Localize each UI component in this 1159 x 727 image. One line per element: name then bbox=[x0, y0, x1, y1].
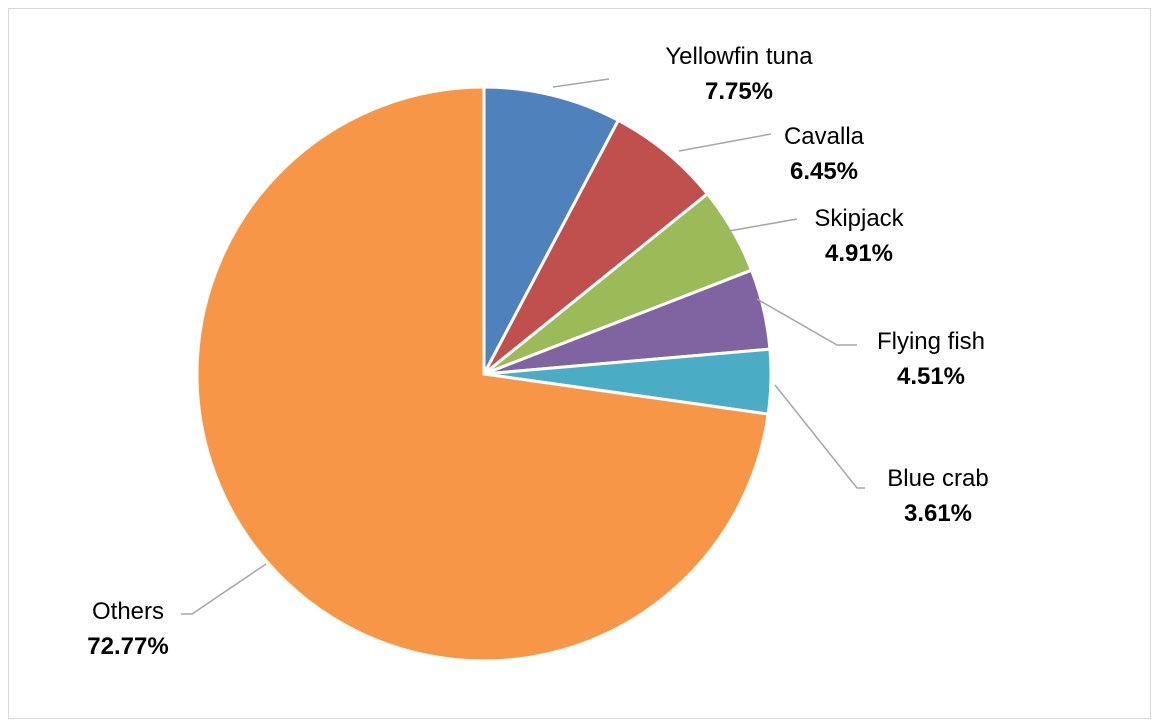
slice-category-label: Yellowfin tuna bbox=[665, 43, 813, 70]
leader-line bbox=[678, 133, 772, 152]
pie-slice-yellowfin-tuna bbox=[482, 85, 621, 375]
slice-category-label: Blue crab bbox=[887, 465, 988, 492]
leader-line bbox=[181, 563, 267, 615]
slice-value-label: 4.91% bbox=[825, 240, 893, 267]
pie-slice-cavalla bbox=[482, 118, 710, 376]
slice-value-label: 3.61% bbox=[904, 500, 972, 527]
pie-slices bbox=[195, 85, 773, 663]
leader-line bbox=[552, 78, 610, 88]
slice-value-label: 6.45% bbox=[790, 158, 858, 185]
slice-category-label: Cavalla bbox=[784, 123, 865, 150]
leader-lines bbox=[181, 78, 865, 615]
leader-line bbox=[728, 218, 798, 232]
leader-line bbox=[756, 298, 857, 346]
data-labels: Yellowfin tuna 7.75% Cavalla 6.45% Skipjack 4… bbox=[87, 43, 988, 660]
slice-category-label: Others bbox=[92, 598, 164, 625]
slice-category-label: Flying fish bbox=[877, 328, 985, 355]
slice-category-label: Skipjack bbox=[814, 205, 904, 232]
slice-value-label: 7.75% bbox=[705, 78, 773, 105]
slice-value-label: 4.51% bbox=[897, 363, 965, 390]
chart-area: Yellowfin tuna 7.75% Cavalla 6.45% Skipjack 4… bbox=[8, 8, 1151, 719]
slice-value-label: 72.77% bbox=[87, 633, 168, 660]
pie-chart: Yellowfin tuna 7.75% Cavalla 6.45% Skipjack 4… bbox=[87, 43, 989, 663]
pie-slice-others bbox=[195, 85, 770, 663]
leader-line bbox=[774, 384, 865, 489]
